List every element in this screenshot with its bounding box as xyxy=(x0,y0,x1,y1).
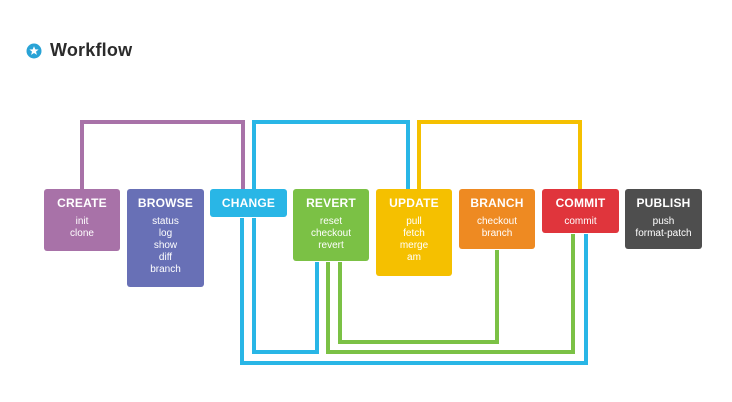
stage-commands: commit xyxy=(542,216,619,228)
stage-title: UPDATE xyxy=(389,196,439,210)
command-item: checkout xyxy=(476,216,518,227)
stage-commands: pull fetch merge am xyxy=(376,216,452,264)
stage-title: CHANGE xyxy=(221,196,276,210)
command-item: fetch xyxy=(403,228,425,239)
command-item: log xyxy=(158,228,173,239)
stage-commands: status log show diff branch xyxy=(127,216,204,276)
command-item: branch xyxy=(150,264,181,275)
command-item: checkout xyxy=(310,228,352,239)
command-item: pull xyxy=(406,216,422,227)
command-item: diff xyxy=(158,252,173,263)
connector-create-change xyxy=(80,120,245,190)
star-icon xyxy=(26,43,42,58)
stage-update: UPDATE pull fetch merge am xyxy=(376,189,452,276)
connector-update-commit xyxy=(417,120,582,190)
command-item: am xyxy=(407,252,421,263)
stage-revert: REVERT reset checkout revert xyxy=(293,189,369,261)
command-item: reset xyxy=(319,216,343,227)
command-item: format-patch xyxy=(635,228,692,239)
stage-commands: checkout branch xyxy=(459,216,535,240)
stage-commands: reset checkout revert xyxy=(293,216,369,252)
stage-commands: push format-patch xyxy=(625,216,702,240)
stage-commit: COMMIT commit xyxy=(542,189,619,233)
stage-publish: PUBLISH push format-patch xyxy=(625,189,702,249)
command-item: push xyxy=(652,216,675,227)
stage-branch: BRANCH checkout branch xyxy=(459,189,535,249)
command-item: status xyxy=(152,216,179,227)
command-item: init xyxy=(75,216,89,227)
command-item: clone xyxy=(70,228,94,239)
command-item: commit xyxy=(564,216,597,227)
workflow-heading: Workflow xyxy=(26,40,132,61)
command-item: merge xyxy=(399,240,429,251)
stage-commands: init clone xyxy=(44,216,120,240)
stage-title: PUBLISH xyxy=(636,196,691,210)
command-item: revert xyxy=(318,240,344,251)
connector-change-commit-top xyxy=(252,120,410,190)
stage-browse: BROWSE status log show diff branch xyxy=(127,189,204,287)
stage-title: BROWSE xyxy=(137,196,194,210)
stage-title: BRANCH xyxy=(470,196,524,210)
stage-title: REVERT xyxy=(306,196,356,210)
stage-create: CREATE init clone xyxy=(44,189,120,251)
stage-title: CREATE xyxy=(57,196,107,210)
stage-title: COMMIT xyxy=(555,196,606,210)
command-item: show xyxy=(153,240,178,251)
stage-change: CHANGE xyxy=(210,189,287,217)
command-item: branch xyxy=(481,228,513,239)
page-title: Workflow xyxy=(50,40,133,60)
